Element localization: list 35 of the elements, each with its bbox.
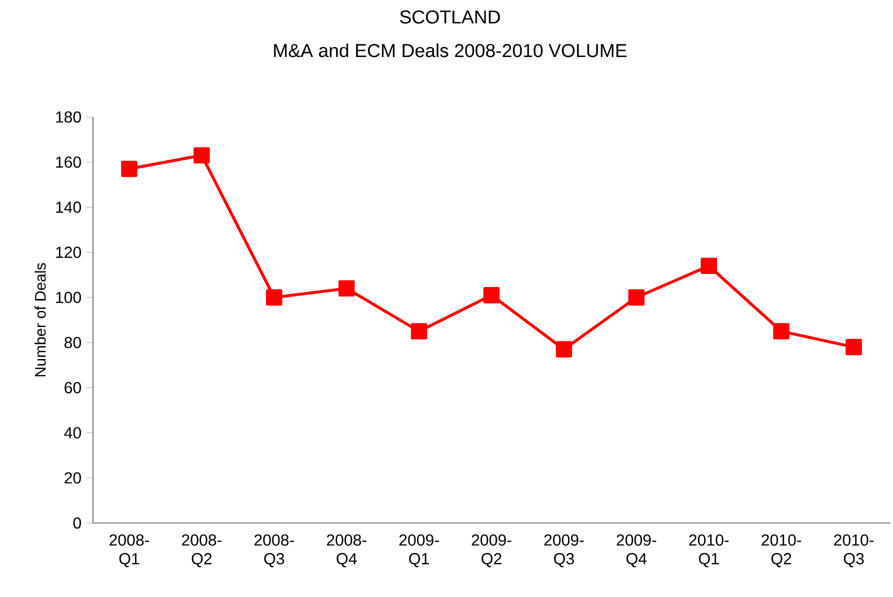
y-tick-label: 60 [64,382,82,394]
y-axis-title: Number of Deals [34,263,46,376]
chart-title: SCOTLAND [400,10,500,24]
x-tick-label: 2008-Q1 [110,534,149,568]
point [338,280,355,297]
point [266,289,282,306]
y-tick-label: 160 [56,156,81,168]
x-tick-label: 2008-Q4 [326,534,366,568]
point [773,323,790,340]
chart-subtitle: M&A and ECM Deals 2008-2010 VOLUME [274,43,627,58]
point [556,341,572,358]
x-tick-label: 2009-Q1 [399,534,439,568]
y-tick-label: 140 [56,202,81,213]
x-tick-label: 2009-Q2 [472,534,512,568]
point [700,258,718,274]
point [194,147,210,164]
x-tick-label: 2009-Q3 [544,534,584,568]
point [846,338,862,356]
y-tick-label: 40 [64,427,82,438]
y-tick-label: 0 [73,517,82,529]
y-tick-label: 100 [56,292,81,304]
y-tick-label: 20 [64,472,82,484]
y-tick-label: 120 [56,246,81,258]
x-tick-label: 2008-Q2 [182,534,222,568]
point [483,287,500,304]
y-tick-label: 180 [56,111,81,123]
x-tick-label: 2009-Q4 [616,534,656,568]
x-tick-label: 2010-Q1 [689,534,729,568]
y-tick-label: 80 [64,336,82,348]
point [410,323,428,340]
point [121,160,138,178]
x-tick-label: 2008-Q3 [254,534,294,568]
x-tick-label: 2010-Q2 [762,534,802,568]
x-tick-label: 2010-Q3 [834,534,874,568]
point [628,289,645,306]
